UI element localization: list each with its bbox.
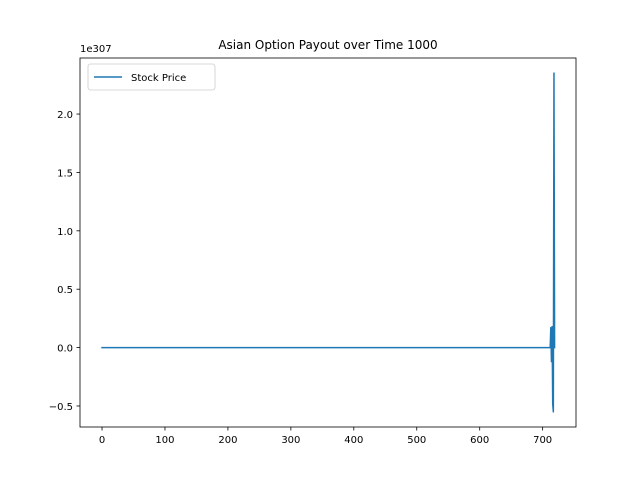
y-tick-label-5: 2.0: [57, 110, 73, 121]
legend-label-0: Stock Price: [131, 73, 186, 84]
legend: Stock Price: [87, 63, 216, 91]
y-tick-label-1: 0.0: [57, 344, 73, 355]
x-tick-label-2: 200: [218, 435, 237, 446]
x-tick-label-0: 0: [99, 435, 105, 446]
x-tick-label-5: 500: [407, 435, 426, 446]
y-tick-label-3: 1.0: [57, 227, 73, 238]
chart-title: Asian Option Payout over Time 1000: [218, 38, 437, 52]
y-tick-label-4: 1.5: [57, 168, 73, 179]
x-tick-label-4: 400: [344, 435, 363, 446]
x-tick-label-1: 100: [155, 435, 174, 446]
x-tick-label-3: 300: [281, 435, 300, 446]
axes-frame: [79, 57, 577, 428]
y-tick-label-0: −0.5: [49, 402, 73, 413]
x-tick-label-6: 600: [470, 435, 489, 446]
x-tick-label-7: 700: [533, 435, 552, 446]
y-tick-label-2: 0.5: [57, 285, 73, 296]
plot-area: 0 100 200 300 400 500 600 700 −0.5 0.0 0.5 1.0 1.5 2.…: [49, 57, 577, 446]
series-line-0: [101, 72, 556, 413]
legend-box: [87, 63, 216, 91]
y-offset-label: 1e307: [80, 44, 112, 55]
